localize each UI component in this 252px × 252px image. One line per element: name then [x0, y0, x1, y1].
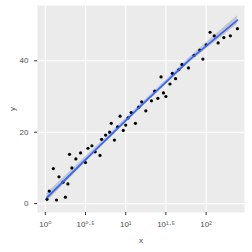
svg-text:y: y — [8, 107, 17, 111]
svg-text:20: 20 — [20, 128, 29, 137]
svg-text:10¹·⁵: 10¹·⁵ — [157, 220, 175, 229]
svg-text:10⁰: 10⁰ — [39, 220, 51, 229]
svg-text:x: x — [139, 236, 143, 245]
svg-text:10⁰·⁵: 10⁰·⁵ — [76, 220, 94, 229]
svg-text:0: 0 — [24, 199, 29, 208]
svg-text:40: 40 — [20, 56, 29, 65]
svg-text:10¹: 10¹ — [120, 220, 132, 229]
svg-text:10²: 10² — [200, 220, 212, 229]
